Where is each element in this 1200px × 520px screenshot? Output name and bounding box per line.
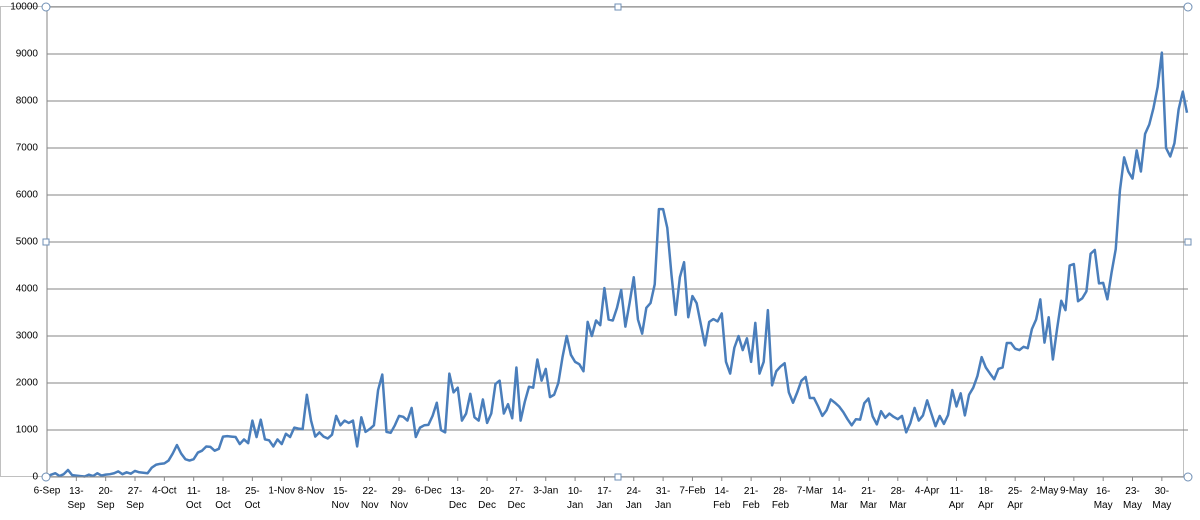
- x-tick-label: 29-Nov: [390, 486, 408, 511]
- x-tick-label: 18-Oct: [215, 486, 231, 511]
- plot-area: 0 1000 2000 3000 4000 5000 6000 7000 8000 9000 100…: [10, 2, 1189, 511]
- handle[interactable]: [42, 238, 50, 246]
- x-tick-label: 25-Oct: [245, 486, 261, 511]
- handle[interactable]: [614, 473, 622, 481]
- x-tick-label: 27-Dec: [508, 486, 526, 511]
- x-tick-label: 14-Mar: [831, 486, 849, 511]
- x-tick-label: 11-Oct: [186, 486, 202, 511]
- x-tick-label: 9-May: [1060, 486, 1088, 497]
- y-tick-label: 9000: [16, 49, 39, 60]
- x-tick-label: 6-Sep: [34, 486, 61, 497]
- x-tick-label: 14-Feb: [713, 486, 731, 511]
- x-tick-label: 21-Mar: [860, 486, 878, 511]
- y-tick-label: 0: [32, 472, 38, 483]
- data-line: [46, 51, 1189, 479]
- x-tick-label: 4-Oct: [152, 486, 177, 497]
- handle[interactable]: [1183, 2, 1193, 12]
- x-tick-label: 17-Jan: [596, 486, 612, 511]
- handle[interactable]: [1183, 472, 1193, 482]
- x-tick-label: 25-Apr: [1007, 486, 1023, 511]
- x-tick-label: 23-May: [1123, 486, 1142, 511]
- x-tick-label: 4-Apr: [915, 486, 940, 497]
- x-tick-label: 7-Feb: [679, 486, 706, 497]
- x-tick-label: 16-May: [1094, 486, 1113, 511]
- handle[interactable]: [614, 3, 622, 11]
- x-tick-label: 15-Nov: [331, 486, 349, 511]
- x-tick-label: 11-Apr: [949, 486, 965, 511]
- x-tick-label: 18-Apr: [978, 486, 994, 511]
- x-tick-label: 30-May: [1152, 486, 1171, 511]
- x-tick-label: 7-Mar: [797, 486, 824, 497]
- y-tick-label: 8000: [16, 96, 39, 107]
- x-tick-label: 10-Jan: [567, 486, 583, 511]
- x-tick-label: 27-Sep: [126, 486, 144, 511]
- x-tick-label: 3-Jan: [533, 486, 558, 497]
- x-tick-label: 24-Jan: [626, 486, 642, 511]
- handle[interactable]: [41, 472, 51, 482]
- x-tick-label: 20-Sep: [97, 486, 115, 511]
- x-tick-label: 31-Jan: [655, 486, 671, 511]
- x-tick-label: 28-Feb: [772, 486, 790, 511]
- y-tick-label: 4000: [16, 284, 39, 295]
- handle[interactable]: [1184, 238, 1192, 246]
- x-tick-label: 28-Mar: [889, 486, 907, 511]
- x-tick-label: 22-Nov: [361, 486, 379, 511]
- y-tick-label: 1000: [16, 425, 39, 436]
- selection-handles: [41, 2, 1193, 482]
- y-tick-label: 7000: [16, 143, 39, 154]
- x-tick-label: 8-Nov: [298, 486, 325, 497]
- y-tick-label: 5000: [16, 237, 39, 248]
- y-tick-label: 2000: [16, 378, 39, 389]
- handle[interactable]: [41, 2, 51, 12]
- x-tick-label: 2-May: [1031, 486, 1059, 497]
- y-tick-label: 3000: [16, 331, 39, 342]
- x-tick-label: 20-Dec: [478, 486, 496, 511]
- x-tick-label: 13-Dec: [449, 486, 467, 511]
- y-tick-label: 6000: [16, 190, 39, 201]
- y-tick-label: 10000: [10, 2, 38, 13]
- x-tick-label: 6-Dec: [415, 486, 442, 497]
- x-tick-label: 13-Sep: [67, 486, 85, 511]
- x-tick-label: 1-Nov: [268, 486, 295, 497]
- x-tick-label: 21-Feb: [743, 486, 761, 511]
